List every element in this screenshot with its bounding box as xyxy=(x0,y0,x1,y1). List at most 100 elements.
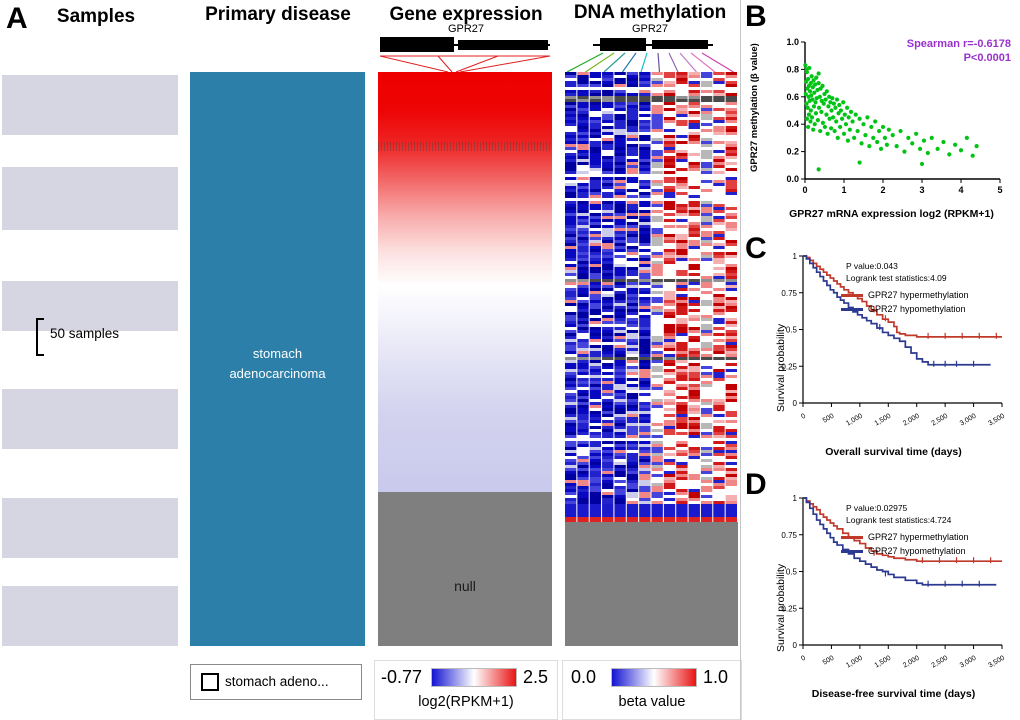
km-d-legend: GPR27 hypermethylation GPR27 hypomethyla… xyxy=(841,530,969,558)
svg-text:0.0: 0.0 xyxy=(786,174,799,184)
spearman-p: P<0.0001 xyxy=(963,51,1011,64)
expression-scale-min: -0.77 xyxy=(381,667,423,687)
svg-text:2,000: 2,000 xyxy=(902,413,921,428)
methylation-gene-name: GPR27 xyxy=(631,23,669,35)
hypermethylation-line-swatch xyxy=(841,535,863,539)
svg-text:0.5: 0.5 xyxy=(786,568,798,577)
panel-d-label: D xyxy=(745,468,767,501)
expression-scale-caption: log2(RPKM+1) xyxy=(418,694,514,710)
svg-text:0.75: 0.75 xyxy=(781,531,797,540)
expression-noise-band xyxy=(378,142,552,151)
svg-text:0: 0 xyxy=(800,655,807,663)
svg-text:2,000: 2,000 xyxy=(902,655,921,670)
expression-gene-name: GPR27 xyxy=(447,23,485,35)
svg-text:3,500: 3,500 xyxy=(987,655,1006,670)
svg-text:1: 1 xyxy=(841,185,846,195)
svg-text:0: 0 xyxy=(800,413,807,421)
expression-scale-legend: -0.77 2.5 log2(RPKM+1) xyxy=(374,660,558,720)
svg-text:1,500: 1,500 xyxy=(874,413,893,428)
sample-bar xyxy=(2,586,178,646)
svg-text:0: 0 xyxy=(793,641,798,650)
hypermethylation-line-swatch xyxy=(841,293,863,297)
svg-text:2,500: 2,500 xyxy=(930,655,949,670)
svg-text:1: 1 xyxy=(793,494,798,503)
expression-gene-diagram xyxy=(379,37,551,72)
km-c-legend-hyper: GPR27 hypermethylation xyxy=(841,288,969,302)
scatter-x-axis-label: GPR27 mRNA expression log2 (RPKM+1) xyxy=(789,208,994,220)
km-d-pvalue: P value:0.02975 xyxy=(846,503,908,513)
scatter-y-axis-label: GPR27 methylation (β value) xyxy=(749,43,760,172)
beta-scale-min: 0.0 xyxy=(571,667,597,687)
svg-text:2: 2 xyxy=(880,185,885,195)
svg-text:1,500: 1,500 xyxy=(874,655,893,670)
km-c-x-axis-label: Overall survival time (days) xyxy=(825,446,962,458)
disease-legend: stomach adeno... xyxy=(190,664,362,700)
panel-c-label: C xyxy=(745,232,767,265)
expression-null-block: null xyxy=(378,492,552,646)
km-c-legend-hypo: GPR27 hypomethylation xyxy=(841,302,969,316)
svg-text:500: 500 xyxy=(822,655,836,667)
hypermethylation-label: GPR27 hypermethylation xyxy=(868,290,969,300)
km-c-logrank: Logrank test statistics:4.09 xyxy=(846,273,947,284)
svg-text:0.4: 0.4 xyxy=(786,119,799,129)
svg-text:5: 5 xyxy=(997,185,1002,195)
primary-disease-value: stomach adenocarcinoma xyxy=(229,346,326,381)
beta-scale-legend: 0.0 1.0 beta value xyxy=(562,660,742,720)
gene-expression-heatmap xyxy=(378,72,552,492)
km-d-legend-hypo: GPR27 hypomethylation xyxy=(841,544,969,558)
null-label: null xyxy=(454,578,476,594)
km-d-stats: P value:0.02975 Logrank test statistics:… xyxy=(846,502,951,527)
spearman-r: Spearman r=-0.6178 xyxy=(906,38,1011,50)
svg-text:0.5: 0.5 xyxy=(786,326,798,335)
expression-color-scale xyxy=(431,668,517,687)
panel-a-label: A xyxy=(6,2,28,35)
svg-text:0.8: 0.8 xyxy=(786,64,799,74)
svg-text:1.0: 1.0 xyxy=(786,37,799,47)
samples-column xyxy=(2,0,178,650)
km-c-pvalue: P value:0.043 xyxy=(846,261,898,271)
hypomethylation-label: GPR27 hypomethylation xyxy=(868,546,966,556)
primary-disease-block: stomach adenocarcinoma xyxy=(190,72,365,646)
km-c-stats: P value:0.043 Logrank test statistics:4.… xyxy=(846,260,947,285)
hypomethylation-line-swatch xyxy=(841,307,863,311)
km-overall-plot: 1 0.75 0.5 0.25 00 500 1,000 1,500 2,000 2,500 3,0… xyxy=(781,252,1006,428)
svg-text:1,000: 1,000 xyxy=(845,655,864,670)
methylation-gene-diagram xyxy=(566,38,734,72)
km-c-legend: GPR27 hypermethylation GPR27 hypomethyla… xyxy=(841,288,969,316)
km-d-legend-hyper: GPR27 hypermethylation xyxy=(841,530,969,544)
svg-text:0: 0 xyxy=(802,185,807,195)
svg-text:3,500: 3,500 xyxy=(987,413,1006,428)
svg-text:0.25: 0.25 xyxy=(781,604,797,613)
svg-text:3: 3 xyxy=(919,185,924,195)
sample-count-label: 50 samples xyxy=(50,326,120,341)
svg-text:1: 1 xyxy=(793,252,798,261)
svg-text:0.25: 0.25 xyxy=(781,362,797,371)
hypomethylation-label: GPR27 hypomethylation xyxy=(868,304,966,314)
svg-text:0.6: 0.6 xyxy=(786,92,799,102)
sample-bar xyxy=(2,167,178,230)
km-d-logrank: Logrank test statistics:4.724 xyxy=(846,515,952,526)
beta-color-scale xyxy=(611,668,697,687)
panel-b-label: B xyxy=(745,0,767,33)
svg-text:500: 500 xyxy=(822,413,836,425)
beta-scale-caption: beta value xyxy=(618,694,686,710)
hypermethylation-label: GPR27 hypermethylation xyxy=(868,532,969,542)
methylation-null-block xyxy=(565,522,738,646)
svg-text:0.75: 0.75 xyxy=(781,289,797,298)
samples-header: Samples xyxy=(56,6,136,27)
sample-bar xyxy=(2,498,178,558)
primary-disease-header: Primary disease xyxy=(205,4,351,25)
sample-bar xyxy=(2,281,178,331)
disease-legend-label: stomach adeno... xyxy=(225,674,329,689)
svg-text:3,000: 3,000 xyxy=(959,413,978,428)
expression-scale-max: 2.5 xyxy=(523,667,549,687)
sample-bar xyxy=(2,389,178,449)
sample-count-bracket xyxy=(36,318,44,356)
sample-bar xyxy=(2,75,178,135)
dna-methylation-header: DNA methylation xyxy=(573,2,727,23)
scatter-plot: 0.0 0.2 0.4 0.6 0.8 1.0 0 1 2 3 4 5 xyxy=(786,37,1002,195)
beta-scale-max: 1.0 xyxy=(703,667,729,687)
hypomethylation-line-swatch xyxy=(841,549,863,553)
gene-expression-header: Gene expression xyxy=(389,4,543,25)
svg-text:3,000: 3,000 xyxy=(959,655,978,670)
